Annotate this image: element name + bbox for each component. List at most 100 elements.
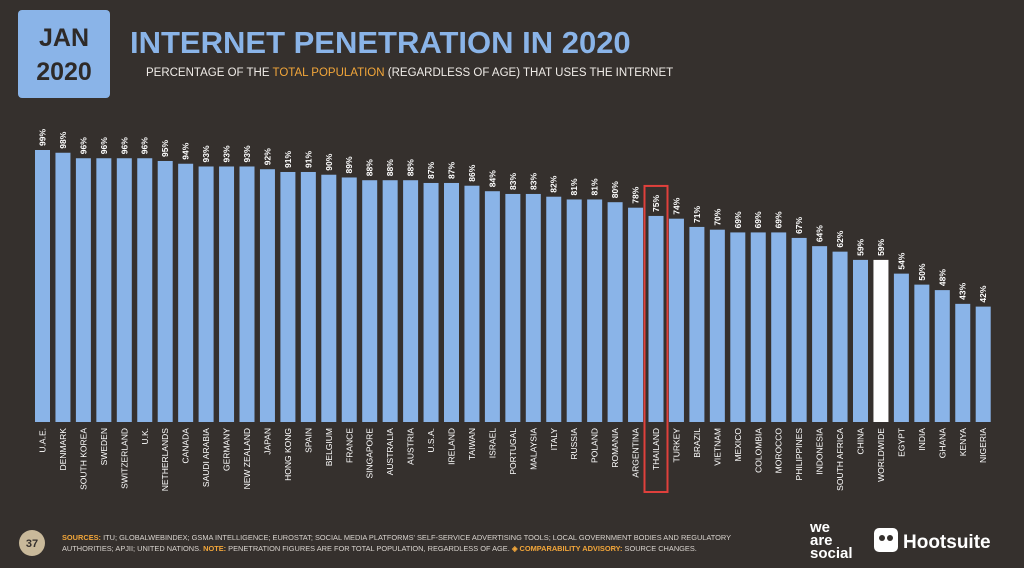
value-label: 96%	[119, 137, 129, 154]
category-label: WORLDWIDE	[876, 428, 886, 482]
bar	[893, 273, 909, 422]
logo-word: are	[810, 532, 833, 549]
category-label: U.S.A.	[426, 428, 436, 453]
category-label: CANADA	[181, 428, 191, 464]
subtitle: PERCENTAGE OF THE TOTAL POPULATION (REGA…	[130, 67, 683, 79]
bar	[362, 180, 378, 422]
bar	[35, 150, 50, 422]
value-label: 87%	[426, 162, 436, 179]
bar	[771, 232, 787, 422]
sources-text: AUTHORITIES; APJII; UNITED NATIONS.	[62, 544, 203, 553]
category-label: FRANCE	[344, 428, 354, 463]
bar	[689, 226, 705, 422]
value-label: 81%	[590, 178, 600, 195]
category-label: BRAZIL	[692, 428, 702, 458]
category-label: SOUTH KOREA	[78, 428, 88, 490]
category-label: TAIWAN	[467, 428, 477, 460]
value-label: 96%	[99, 137, 109, 154]
date-badge	[18, 10, 110, 98]
title: INTERNET PENETRATION IN 2020	[130, 25, 631, 60]
category-label: ROMANIA	[610, 428, 620, 468]
value-label: 96%	[140, 137, 150, 154]
logo-word: social	[810, 545, 853, 562]
bar	[341, 177, 357, 422]
bar	[525, 193, 541, 422]
badge-year: 2020	[36, 58, 92, 86]
subtitle-highlight: TOTAL POPULATION	[273, 67, 385, 79]
bar	[116, 158, 132, 422]
category-label: KENYA	[958, 428, 968, 457]
value-label: 90%	[324, 153, 334, 170]
value-label: 96%	[78, 137, 88, 154]
category-label: EGYPT	[896, 428, 906, 457]
note-label: NOTE:	[203, 544, 226, 553]
category-label: ISRAEL	[487, 428, 497, 459]
category-label: SAUDI ARABIA	[201, 428, 211, 487]
category-label: JAPAN	[262, 428, 272, 455]
value-label: 74%	[671, 197, 681, 214]
bar	[280, 171, 296, 422]
category-label: PORTUGAL	[508, 428, 518, 475]
category-label: U.A.E.	[38, 428, 48, 453]
hootsuite-eye	[887, 535, 893, 541]
category-label: BELGIUM	[324, 428, 334, 466]
category-label: NIGERIA	[978, 428, 988, 463]
category-label: AUSTRALIA	[385, 428, 395, 476]
bar	[382, 180, 398, 422]
value-label: 91%	[283, 151, 293, 168]
bar	[873, 259, 889, 422]
value-label: 78%	[631, 186, 641, 203]
value-label: 94%	[181, 142, 191, 159]
bar	[484, 191, 500, 422]
bar	[300, 171, 316, 422]
value-label: 71%	[692, 205, 702, 222]
subtitle-part: (REGARDLESS OF AGE) THAT USES THE INTERN…	[385, 67, 674, 79]
value-label: 83%	[508, 173, 518, 190]
value-label: 82%	[549, 175, 559, 192]
value-label: 64%	[815, 225, 825, 242]
value-label: 80%	[610, 181, 620, 198]
bar	[832, 251, 848, 422]
bar	[259, 169, 275, 422]
category-label: PHILIPPINES	[794, 428, 804, 481]
value-label: 87%	[447, 162, 457, 179]
bar	[546, 196, 562, 422]
category-label: THAILAND	[651, 428, 661, 470]
bar	[403, 180, 419, 422]
value-label: 70%	[712, 208, 722, 225]
bar	[648, 215, 664, 422]
bar	[444, 182, 459, 422]
advisory-text: SOURCE CHANGES.	[622, 544, 696, 553]
hootsuite-icon	[874, 528, 898, 552]
bar	[750, 232, 766, 422]
bar	[628, 207, 644, 422]
category-label: CHINA	[856, 428, 866, 455]
category-label: ITALY	[549, 428, 559, 451]
value-label: 95%	[160, 140, 170, 157]
sources-label: SOURCES:	[62, 533, 101, 542]
value-label: 88%	[385, 159, 395, 176]
value-label: 59%	[856, 238, 866, 255]
bar	[198, 166, 214, 422]
category-label: GERMANY	[222, 428, 232, 471]
value-label: 99%	[38, 129, 48, 146]
value-label: 69%	[753, 211, 763, 228]
bar	[96, 158, 112, 422]
value-label: 92%	[262, 148, 272, 165]
bar	[587, 199, 603, 422]
value-label: 93%	[201, 145, 211, 162]
value-label: 59%	[876, 238, 886, 255]
value-label: 43%	[958, 282, 968, 299]
bar	[55, 152, 71, 422]
value-label: 42%	[978, 285, 988, 302]
category-label: SWEDEN	[99, 428, 109, 465]
bar	[178, 163, 194, 423]
category-label: INDONESIA	[815, 428, 825, 475]
category-label: HONG KONG	[283, 428, 293, 481]
bar	[668, 218, 684, 422]
value-label: 88%	[365, 159, 375, 176]
bar	[566, 199, 582, 422]
category-label: U.K.	[140, 428, 150, 445]
logo-word: we	[809, 519, 830, 536]
bar	[607, 202, 623, 422]
